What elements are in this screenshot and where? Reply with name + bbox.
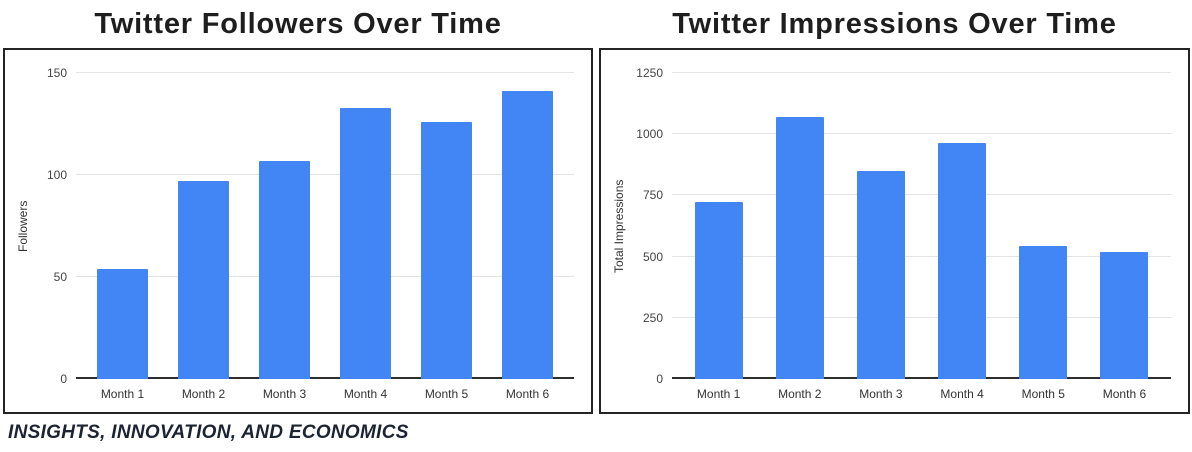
x-tick-label: Month 1: [696, 387, 741, 401]
followers-chart-panel: Twitter Followers Over Time Followers 0 5…: [3, 0, 593, 414]
x-tick-label: Month 3: [859, 387, 903, 401]
y-tick-label: 250: [642, 310, 663, 325]
x-tick-label: Month 1: [100, 387, 145, 401]
bar-slot: [82, 73, 163, 379]
bar-month-1: [694, 201, 743, 379]
gridline: [672, 133, 1171, 135]
followers-chart-box: Followers 0 50 100 150 Month 1 Month 2 Month 3…: [3, 48, 593, 414]
gridline: [672, 255, 1171, 257]
bar-month-5: [1019, 245, 1068, 379]
bar-month-6: [1100, 251, 1149, 379]
bar-slot: [678, 73, 759, 379]
bar-slot: [1084, 73, 1165, 379]
bar-slot: [163, 73, 244, 379]
impressions-chart-panel: Twitter Impressions Over Time Total Impr…: [599, 0, 1190, 414]
bar-month-4: [938, 142, 987, 379]
x-tick-label: Month 5: [1021, 387, 1065, 401]
followers-y-axis-title: Followers: [16, 200, 30, 252]
gridline: [672, 194, 1171, 196]
bar-slot: [840, 73, 921, 379]
x-axis-labels: Month 1 Month 2 Month 3 Month 4 Month 5 Month…: [672, 387, 1171, 401]
gridline: [76, 276, 574, 277]
x-axis-baseline: [76, 377, 574, 379]
bar-slot: [759, 73, 840, 379]
impressions-y-axis-title: Total Impressions: [612, 179, 626, 273]
followers-plot-area: 0 50 100 150 Month 1 Month 2 Month 3 Month 4 Mon…: [47, 67, 574, 401]
y-tick-label: 750: [642, 188, 663, 203]
x-tick-label: Month 2: [778, 387, 822, 401]
bar-month-3: [856, 170, 905, 379]
x-tick-label: Month 4: [343, 387, 388, 401]
gridline: [672, 316, 1171, 318]
impressions-chart-title: Twitter Impressions Over Time: [672, 7, 1117, 40]
bars-group: [76, 73, 574, 379]
bar-slot: [922, 73, 1003, 379]
y-tick-label: 0: [656, 372, 663, 386]
bar-slot: [406, 73, 487, 379]
bar-month-6: [502, 91, 553, 379]
y-tick-label: 100: [46, 168, 67, 182]
x-tick-label: Month 6: [505, 387, 550, 401]
y-tick-label: 0: [60, 372, 67, 386]
bar-slot: [487, 73, 568, 379]
impressions-chart-box: Total Impressions 0 250 500 750 1000 1250 Mont…: [599, 48, 1190, 414]
footer-caption: INSIGHTS, INNOVATION, AND ECONOMICS: [8, 422, 409, 443]
bar-month-5: [421, 121, 472, 379]
gridline: [76, 174, 574, 175]
gridline: [672, 72, 1171, 73]
x-axis-baseline: [672, 377, 1171, 379]
bar-slot: [325, 73, 406, 379]
y-tick-label: 150: [46, 66, 67, 80]
x-tick-label: Month 6: [1102, 387, 1147, 401]
gridline: [76, 72, 574, 73]
bars-group: [672, 73, 1171, 379]
y-tick-label: 1000: [636, 127, 663, 142]
x-tick-label: Month 2: [181, 387, 226, 401]
bar-month-4: [340, 107, 391, 379]
followers-chart-title: Twitter Followers Over Time: [94, 7, 502, 40]
bar-month-2: [775, 117, 824, 379]
bar-slot: [1003, 73, 1084, 379]
x-tick-label: Month 4: [940, 387, 984, 401]
y-tick-label: 1250: [636, 66, 663, 80]
y-tick-label: 500: [642, 249, 663, 264]
bar-month-3: [259, 160, 310, 379]
x-tick-label: Month 5: [424, 387, 469, 401]
bar-month-1: [97, 268, 148, 379]
x-axis-labels: Month 1 Month 2 Month 3 Month 4 Month 5 Month…: [76, 387, 574, 401]
x-tick-label: Month 3: [262, 387, 307, 401]
y-tick-label: 50: [53, 270, 67, 284]
bar-slot: [244, 73, 325, 379]
bar-month-2: [178, 181, 229, 379]
